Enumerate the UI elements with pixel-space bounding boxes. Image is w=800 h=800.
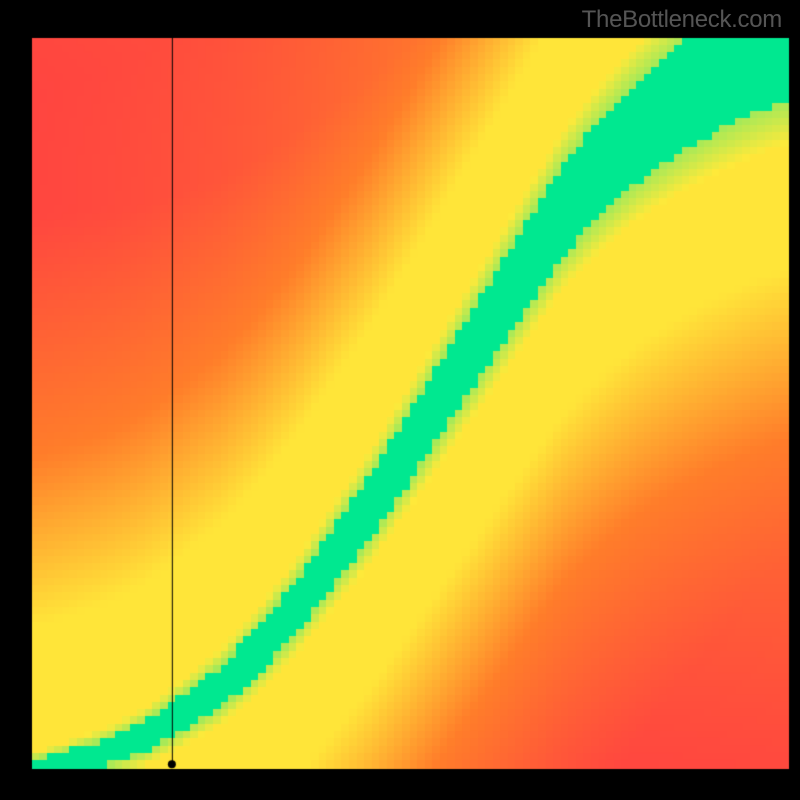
heatmap-canvas [0, 0, 800, 800]
chart-container: TheBottleneck.com [0, 0, 800, 800]
watermark-label: TheBottleneck.com [582, 6, 782, 34]
